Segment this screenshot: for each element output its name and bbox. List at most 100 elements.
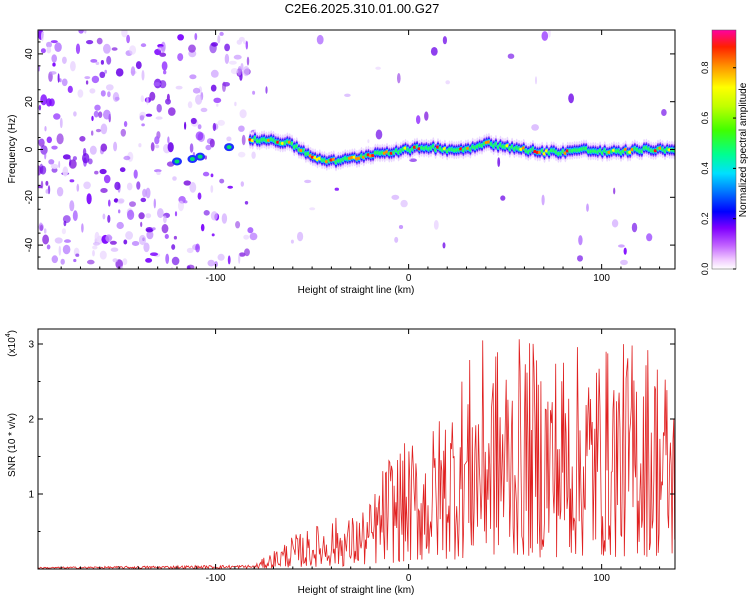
signal-cell — [334, 160, 338, 165]
noise-blob — [45, 180, 49, 186]
noise-blob — [219, 31, 224, 36]
noise-blob — [217, 253, 225, 261]
noise-blob — [197, 124, 202, 130]
signal-cell — [434, 148, 438, 152]
noise-blob — [442, 242, 446, 249]
noise-blob — [42, 234, 49, 245]
noise-blob — [213, 97, 222, 104]
snr-frame — [37, 328, 676, 570]
noise-blob — [227, 255, 231, 265]
early-signal-core — [174, 159, 180, 164]
noise-blob — [133, 169, 138, 179]
noise-blob — [108, 199, 111, 207]
noise-blob — [210, 173, 214, 178]
noise-blob — [94, 104, 101, 111]
noise-blob — [155, 144, 160, 149]
noise-blob — [49, 98, 55, 107]
noise-blob — [141, 70, 145, 81]
noise-blob — [210, 84, 217, 92]
noise-blob — [113, 198, 119, 203]
noise-blob — [103, 174, 111, 184]
noise-blob — [251, 151, 256, 159]
noise-blob — [156, 103, 162, 113]
noise-blob — [62, 244, 71, 255]
noise-blob — [229, 60, 237, 65]
spectrogram-ylabel: Frequency (Hz) — [7, 115, 18, 184]
noise-blob — [164, 234, 169, 239]
figure-title: C2E6.2025.310.01.00.G27 — [285, 1, 440, 16]
noise-blob — [146, 96, 149, 105]
noise-blob — [409, 158, 417, 162]
noise-blob — [367, 139, 370, 144]
noise-blob — [85, 80, 89, 85]
colorbar-tick-label: 0.4 — [700, 162, 710, 175]
noise-blob — [73, 258, 77, 263]
noise-blob — [416, 115, 421, 125]
svg-text:(x104): (x104) — [5, 330, 18, 357]
noise-blob — [78, 30, 84, 34]
noise-blob — [100, 60, 104, 65]
noise-blob — [163, 215, 167, 224]
noise-blob — [99, 250, 107, 260]
noise-blob — [631, 222, 638, 233]
noise-blob — [91, 75, 100, 84]
signal-cell — [661, 147, 665, 152]
x-tick-label: 0 — [406, 573, 412, 584]
noise-blob — [611, 219, 619, 228]
noise-blob — [69, 200, 75, 212]
noise-blob — [67, 85, 73, 93]
noise-blob — [39, 163, 44, 174]
signal-cell — [561, 149, 565, 153]
noise-blob — [618, 244, 625, 248]
noise-blob — [210, 211, 218, 221]
colorbar-label: Normalized spectral amplitude — [738, 82, 749, 217]
noise-blob — [578, 235, 583, 246]
y-tick-label: -20 — [24, 190, 35, 205]
noise-blob — [87, 259, 95, 265]
noise-blob — [177, 34, 185, 41]
noise-blob — [123, 239, 128, 245]
noise-blob — [102, 213, 106, 220]
noise-blob — [56, 133, 64, 145]
noise-blob — [217, 119, 225, 126]
noise-blob — [140, 43, 147, 48]
noise-blob — [497, 157, 501, 168]
noise-blob — [233, 54, 242, 60]
signal-cell — [320, 158, 324, 162]
snr-panel: -100 0 100 1 2 3 Height of straight line (km)… — [5, 328, 676, 596]
signal-cell — [647, 147, 651, 151]
noise-blob — [81, 223, 84, 233]
noise-blob — [86, 193, 92, 205]
noise-blob — [375, 66, 381, 70]
noise-blob — [95, 61, 100, 65]
y-tick-label: 0 — [24, 146, 35, 152]
noise-blob — [72, 156, 77, 161]
noise-blob — [145, 113, 153, 117]
noise-blob — [109, 240, 117, 245]
noise-blob — [235, 221, 241, 229]
noise-blob — [194, 33, 198, 41]
noise-blob — [207, 259, 215, 267]
noise-blob — [75, 253, 80, 257]
noise-blob — [95, 128, 102, 133]
noise-blob — [77, 89, 84, 98]
noise-blob — [238, 151, 246, 158]
noise-blob — [187, 101, 193, 109]
noise-blob — [99, 168, 107, 175]
noise-blob — [244, 248, 250, 257]
noise-blob — [120, 128, 127, 137]
noise-blob — [433, 220, 439, 230]
noise-blob — [620, 259, 628, 266]
noise-blob — [150, 252, 158, 256]
noise-blob — [167, 142, 174, 153]
noise-blob — [290, 239, 294, 244]
noise-blob — [344, 93, 351, 98]
noise-blob — [63, 220, 67, 227]
noise-blob — [91, 115, 94, 122]
noise-blob — [112, 92, 120, 102]
noise-blob — [138, 212, 145, 220]
signal-cell — [306, 151, 310, 156]
snr-series-line — [38, 339, 675, 569]
noise-blob — [46, 136, 52, 144]
noise-blob — [234, 101, 237, 107]
